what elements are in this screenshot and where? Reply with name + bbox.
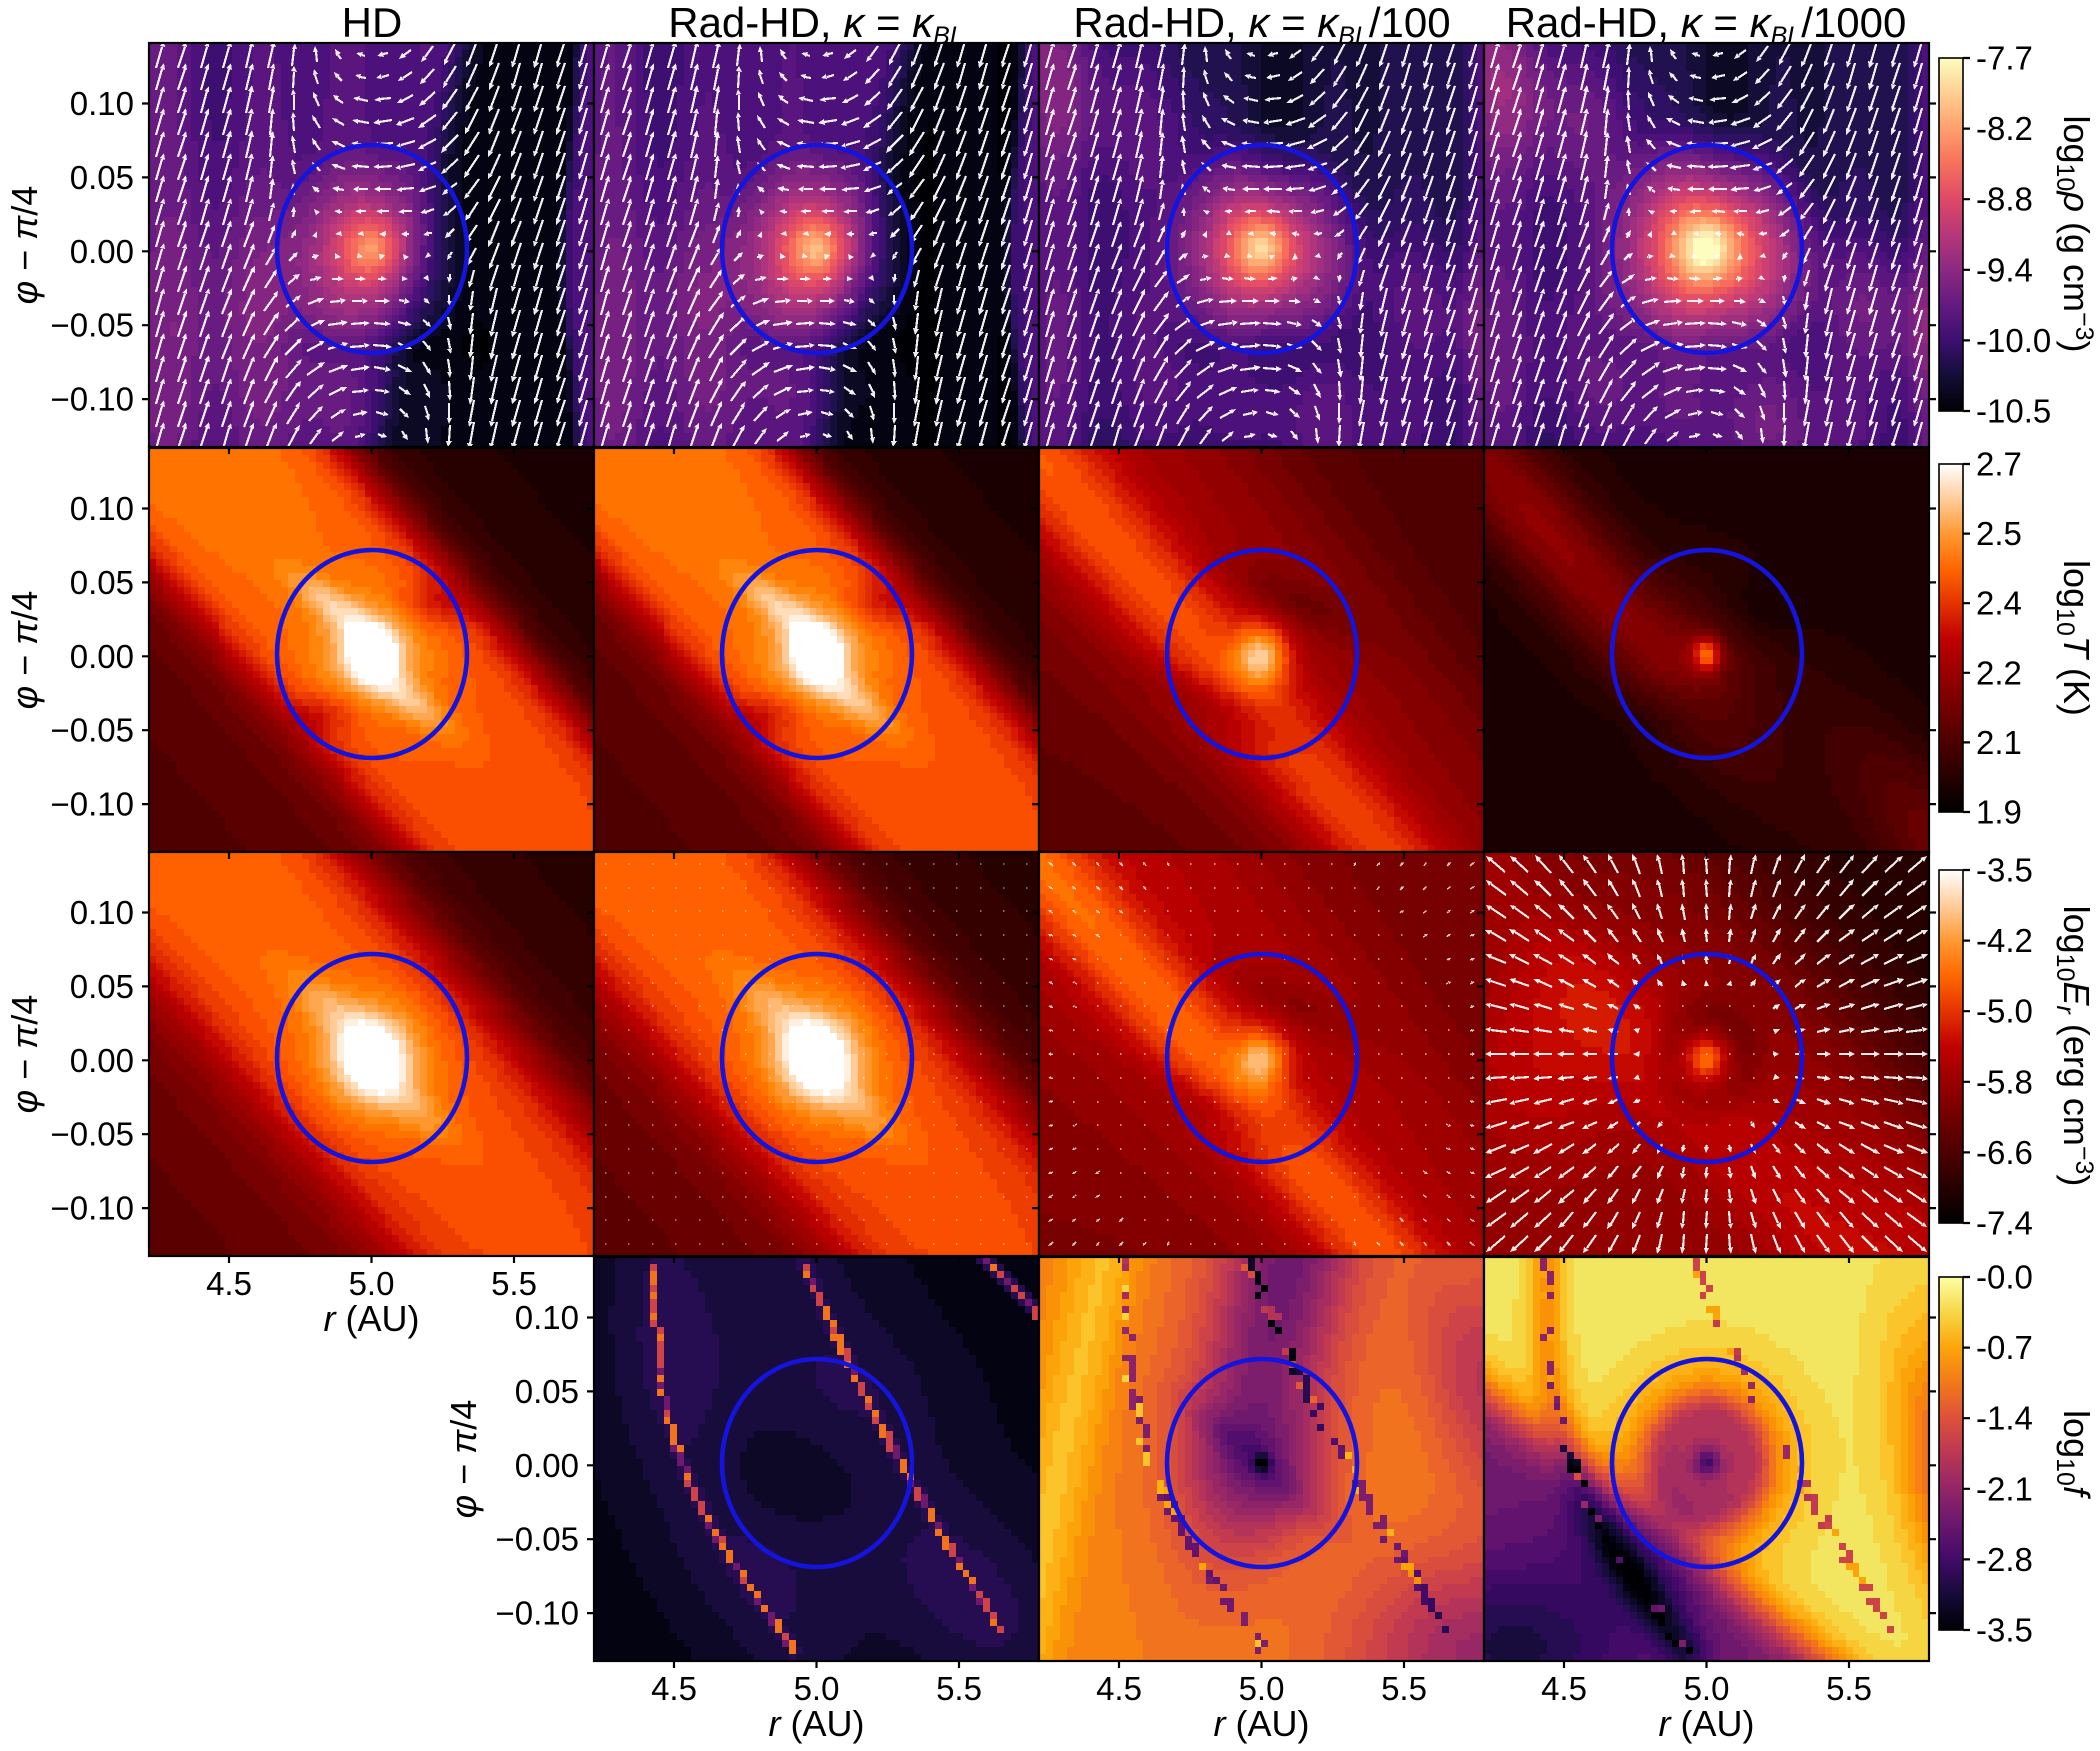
svg-text:-5.0: -5.0	[1976, 993, 2033, 1030]
svg-text:r (AU): r (AU)	[1659, 1703, 1755, 1744]
svg-text:-4.2: -4.2	[1976, 922, 2033, 959]
svg-text:5.5: 5.5	[1826, 1670, 1872, 1707]
svg-text:−0.05: −0.05	[496, 1521, 580, 1558]
svg-text:φ − π/4: φ − π/4	[4, 591, 45, 710]
svg-text:0.00: 0.00	[70, 1042, 134, 1079]
svg-text:-2.1: -2.1	[1976, 1470, 2033, 1507]
svg-text:−0.10: −0.10	[51, 1190, 135, 1227]
svg-text:-10.0: -10.0	[1976, 322, 2051, 359]
svg-text:2.4: 2.4	[1976, 585, 2022, 622]
svg-text:log10​T (K): log10​T (K)	[2051, 560, 2097, 716]
svg-text:0.10: 0.10	[70, 85, 134, 122]
svg-text:-8.8: -8.8	[1976, 181, 2033, 218]
svg-text:r (AU): r (AU)	[324, 1298, 420, 1339]
svg-text:5.0: 5.0	[349, 1265, 395, 1302]
svg-text:0.10: 0.10	[515, 1299, 579, 1336]
svg-text:4.5: 4.5	[206, 1265, 252, 1302]
svg-text:-3.5: -3.5	[1976, 852, 2033, 889]
svg-text:2.2: 2.2	[1976, 654, 2022, 691]
svg-text:1.9: 1.9	[1976, 794, 2022, 831]
svg-text:5.0: 5.0	[1684, 1670, 1730, 1707]
svg-text:-5.8: -5.8	[1976, 1063, 2033, 1100]
svg-text:-7.7: -7.7	[1976, 40, 2033, 77]
svg-text:0.10: 0.10	[70, 894, 134, 931]
svg-text:φ − π/4: φ − π/4	[443, 1400, 484, 1519]
svg-text:log10​f: log10​f	[2051, 1410, 2097, 1500]
svg-text:-0.0: -0.0	[1976, 1259, 2033, 1296]
svg-text:−0.10: −0.10	[496, 1595, 580, 1632]
svg-text:Rad-HD, κ = κBL​/100: Rad-HD, κ = κBL​/100	[1073, 0, 1450, 50]
svg-text:5.5: 5.5	[1381, 1670, 1427, 1707]
svg-text:5.0: 5.0	[1239, 1670, 1285, 1707]
svg-text:r (AU): r (AU)	[1214, 1703, 1310, 1744]
svg-text:HD: HD	[342, 0, 403, 46]
svg-text:-7.4: -7.4	[1976, 1205, 2033, 1242]
svg-text:−0.05: −0.05	[51, 307, 135, 344]
svg-text:-2.8: -2.8	[1976, 1541, 2033, 1578]
svg-text:-8.2: -8.2	[1976, 110, 2033, 147]
svg-text:0.05: 0.05	[70, 564, 134, 601]
svg-text:-3.5: -3.5	[1976, 1612, 2033, 1649]
svg-text:0.00: 0.00	[515, 1447, 579, 1484]
svg-text:Rad-HD, κ = κBL​/1000: Rad-HD, κ = κBL​/1000	[1506, 0, 1907, 50]
svg-text:2.1: 2.1	[1976, 724, 2022, 761]
svg-text:0.10: 0.10	[70, 490, 134, 527]
svg-text:−0.05: −0.05	[51, 712, 135, 749]
svg-text:0.05: 0.05	[515, 1373, 579, 1410]
svg-text:−0.10: −0.10	[51, 786, 135, 823]
svg-text:-9.4: -9.4	[1976, 251, 2033, 288]
svg-text:5.5: 5.5	[936, 1670, 982, 1707]
svg-text:-0.7: -0.7	[1976, 1329, 2033, 1366]
svg-text:φ − π/4: φ − π/4	[4, 186, 45, 305]
svg-text:2.5: 2.5	[1976, 515, 2022, 552]
svg-text:4.5: 4.5	[1541, 1670, 1587, 1707]
svg-text:0.00: 0.00	[70, 638, 134, 675]
svg-text:4.5: 4.5	[1096, 1670, 1142, 1707]
svg-text:log10​ρ (g cm−3​): log10​ρ (g cm−3​)	[2051, 115, 2098, 352]
svg-text:Rad-HD, κ = κBL​: Rad-HD, κ = κBL​	[668, 0, 964, 50]
svg-text:-1.4: -1.4	[1976, 1400, 2033, 1437]
svg-text:0.05: 0.05	[70, 968, 134, 1005]
svg-text:r (AU): r (AU)	[769, 1703, 865, 1744]
svg-text:−0.10: −0.10	[51, 381, 135, 418]
svg-text:log10​Er​ (erg cm−3​): log10​Er​ (erg cm−3​)	[2051, 906, 2098, 1187]
svg-text:0.05: 0.05	[70, 159, 134, 196]
svg-text:φ − π/4: φ − π/4	[4, 995, 45, 1114]
svg-text:2.7: 2.7	[1976, 446, 2022, 483]
svg-text:-6.6: -6.6	[1976, 1134, 2033, 1171]
svg-text:5.5: 5.5	[491, 1265, 537, 1302]
svg-text:4.5: 4.5	[651, 1670, 697, 1707]
svg-text:0.00: 0.00	[70, 233, 134, 270]
svg-text:5.0: 5.0	[794, 1670, 840, 1707]
svg-text:-10.5: -10.5	[1976, 393, 2051, 430]
svg-text:−0.05: −0.05	[51, 1116, 135, 1153]
